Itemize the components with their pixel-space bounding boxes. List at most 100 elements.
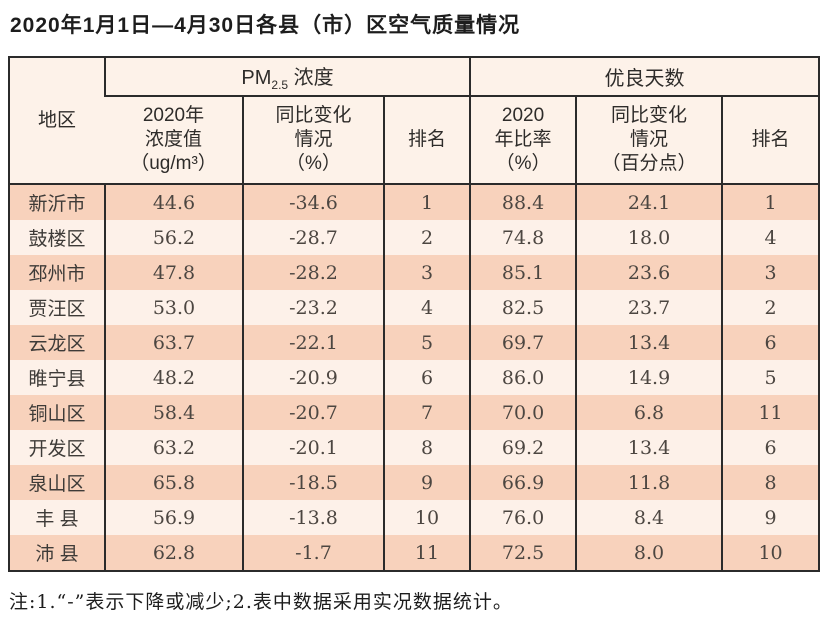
header-pm-change: 同比变化 情况 （%） (242, 96, 384, 185)
cell-pm-change: -34.6 (242, 184, 384, 220)
table-row: 沛 县 62.8 -1.7 11 72.5 8.0 10 (9, 535, 820, 571)
cell-good-change: 18.0 (575, 220, 723, 255)
cell-good-rank: 3 (721, 255, 820, 290)
header-good-ratio: 2020 年比率 （%） (469, 96, 577, 185)
header-good-rank: 排名 (721, 96, 820, 185)
cell-good-ratio: 69.2 (469, 430, 577, 465)
cell-good-change: 23.7 (575, 290, 723, 325)
header-good-change-label: 同比变化 情况 （百分点） (601, 105, 697, 174)
cell-region: 新沂市 (9, 184, 105, 220)
cell-pm-value: 47.8 (104, 255, 243, 290)
cell-pm-change: -1.7 (242, 535, 384, 571)
cell-good-rank: 9 (721, 500, 820, 535)
cell-good-rank: 6 (721, 325, 820, 360)
cell-pm-rank: 11 (382, 535, 471, 571)
good-days-label: 优良天数 (604, 68, 685, 90)
cell-pm-change: -20.1 (242, 430, 384, 465)
cell-pm-rank: 5 (382, 325, 471, 360)
cell-pm-change: -18.5 (242, 465, 384, 500)
table-row: 开发区 63.2 -20.1 8 69.2 13.4 6 (9, 430, 820, 465)
cell-region: 丰 县 (9, 500, 105, 535)
cell-pm-value: 53.0 (104, 290, 243, 325)
header-group-good-days: 优良天数 (469, 57, 820, 97)
header-good-ratio-label: 2020 年比率 （%） (494, 105, 552, 174)
cell-good-rank: 8 (721, 465, 820, 500)
header-group-row: 地区 PM2.5 浓度 优良天数 (9, 57, 820, 185)
cell-pm-rank: 3 (382, 255, 471, 290)
cell-good-change: 13.4 (575, 325, 723, 360)
cell-pm-value: 62.8 (104, 535, 243, 571)
table-row: 邳州市 47.8 -28.2 3 85.1 23.6 3 (9, 255, 820, 290)
cell-pm-value: 63.2 (104, 430, 243, 465)
cell-pm-value: 56.9 (104, 500, 243, 535)
table-body: 新沂市 44.6 -34.6 1 88.4 24.1 1 鼓楼区 56.2 -2… (9, 184, 820, 571)
cell-region: 开发区 (9, 430, 105, 465)
cell-pm-change: -23.2 (242, 290, 384, 325)
pm25-subscript: 2.5 (271, 78, 289, 92)
pm25-label: PM2.5 浓度 (241, 67, 334, 92)
table-row: 泉山区 65.8 -18.5 9 66.9 11.8 8 (9, 465, 820, 500)
cell-good-ratio: 88.4 (469, 184, 577, 220)
page-title: 2020年1月1日—4月30日各县（市）区空气质量情况 (10, 14, 521, 37)
cell-pm-rank: 9 (382, 465, 471, 500)
cell-good-rank: 5 (721, 360, 820, 395)
header-pm-rank-label: 排名 (408, 129, 447, 151)
cell-good-rank: 6 (721, 430, 820, 465)
cell-good-ratio: 72.5 (469, 535, 577, 571)
header-pm-value: 2020年 浓度值 （ug/m³） (105, 96, 243, 185)
cell-pm-value: 56.2 (104, 220, 243, 255)
header-pm-value-label: 2020年 浓度值 （ug/m³） (130, 105, 217, 174)
cell-good-change: 6.8 (575, 395, 723, 430)
cell-pm-rank: 8 (382, 430, 471, 465)
cell-pm-rank: 4 (382, 290, 471, 325)
table-row: 丰 县 56.9 -13.8 10 76.0 8.4 9 (9, 500, 820, 535)
cell-pm-rank: 2 (382, 220, 471, 255)
header-sub-row: 2020年 浓度值 （ug/m³） 同比变化 情况 （%） 排名 2020 年比… (9, 96, 820, 185)
cell-region: 泉山区 (9, 465, 105, 500)
cell-pm-value: 58.4 (104, 395, 243, 430)
cell-region: 鼓楼区 (9, 220, 105, 255)
cell-good-change: 24.1 (575, 184, 723, 220)
table-row: 睢宁县 48.2 -20.9 6 86.0 14.9 5 (9, 360, 820, 395)
cell-good-change: 14.9 (575, 360, 723, 395)
cell-pm-value: 65.8 (104, 465, 243, 500)
header-group-pm25: PM2.5 浓度 (103, 57, 471, 97)
header-pm-rank: 排名 (382, 96, 471, 185)
table-row: 铜山区 58.4 -20.7 7 70.0 6.8 11 (9, 395, 820, 430)
cell-good-rank: 1 (721, 184, 820, 220)
table-row: 云龙区 63.7 -22.1 5 69.7 13.4 6 (9, 325, 820, 360)
cell-pm-change: -28.7 (242, 220, 384, 255)
cell-good-ratio: 69.7 (469, 325, 577, 360)
cell-pm-rank: 7 (382, 395, 471, 430)
header-good-rank-label: 排名 (751, 129, 790, 151)
header-region-label: 地区 (37, 109, 76, 131)
cell-pm-change: -22.1 (242, 325, 384, 360)
cell-good-ratio: 66.9 (469, 465, 577, 500)
cell-pm-rank: 6 (382, 360, 471, 395)
cell-good-ratio: 74.8 (469, 220, 577, 255)
pm25-prefix: PM (241, 67, 272, 89)
cell-region: 铜山区 (9, 395, 105, 430)
cell-good-rank: 10 (721, 535, 820, 571)
cell-good-change: 23.6 (575, 255, 723, 290)
table-header: 地区 PM2.5 浓度 优良天数 2020年 浓度值 （ug/m³） 同比变化 … (9, 57, 820, 185)
cell-good-rank: 2 (721, 290, 820, 325)
cell-pm-change: -20.7 (242, 395, 384, 430)
pm25-suffix: 浓度 (288, 67, 334, 89)
cell-pm-change: -20.9 (242, 360, 384, 395)
cell-good-change: 13.4 (575, 430, 723, 465)
cell-pm-rank: 1 (382, 184, 471, 220)
cell-region: 贾汪区 (9, 290, 105, 325)
cell-good-change: 8.4 (575, 500, 723, 535)
table-row: 鼓楼区 56.2 -28.7 2 74.8 18.0 4 (9, 220, 820, 255)
header-pm-change-label: 同比变化 情况 （%） (275, 105, 352, 174)
cell-region: 沛 县 (9, 535, 105, 571)
air-quality-table: 地区 PM2.5 浓度 优良天数 2020年 浓度值 （ug/m³） 同比变化 … (8, 56, 821, 572)
cell-good-ratio: 82.5 (469, 290, 577, 325)
cell-good-ratio: 76.0 (469, 500, 577, 535)
table-row: 新沂市 44.6 -34.6 1 88.4 24.1 1 (9, 184, 820, 220)
cell-pm-rank: 10 (382, 500, 471, 535)
cell-pm-change: -13.8 (242, 500, 384, 535)
header-region: 地区 (9, 57, 105, 185)
